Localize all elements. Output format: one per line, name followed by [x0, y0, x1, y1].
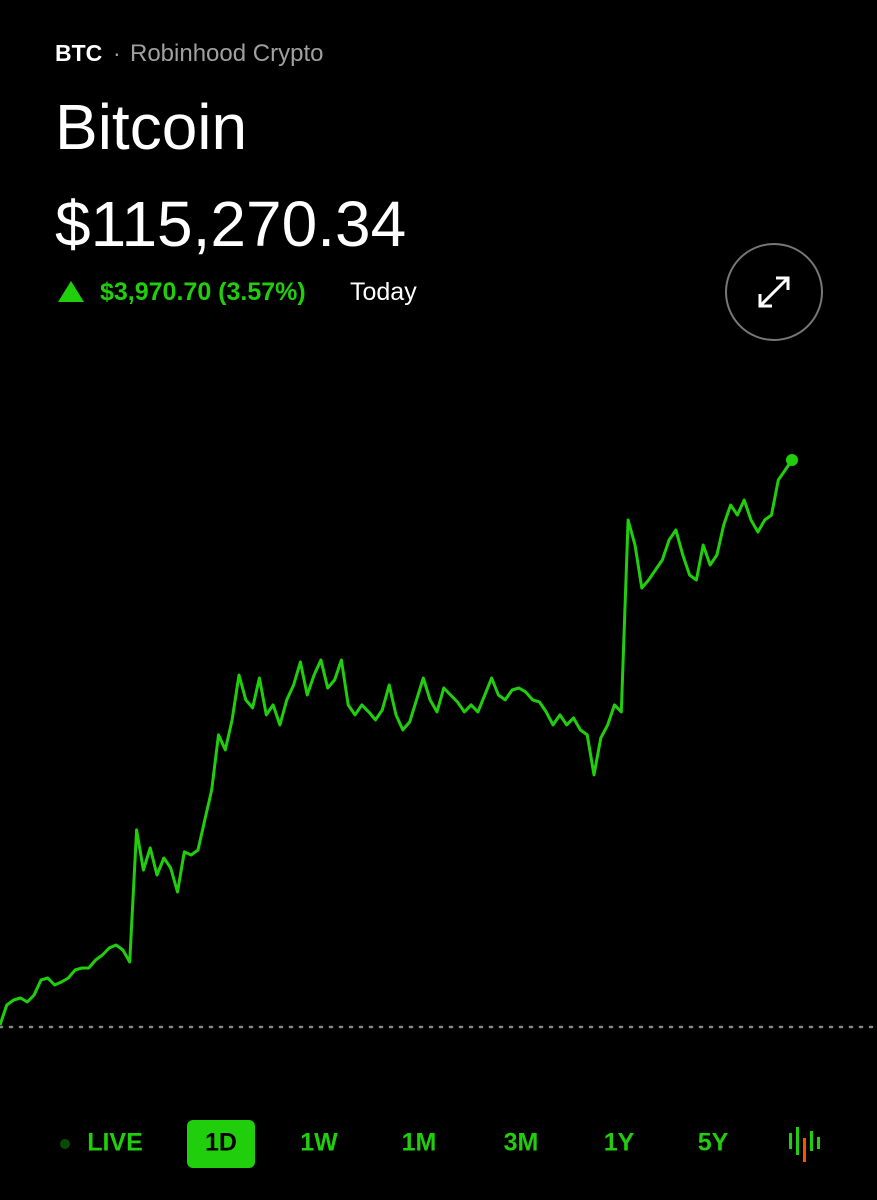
price: $115,270.34 [55, 188, 407, 260]
range-highlight [187, 1120, 255, 1168]
range-button[interactable]: 1D [205, 1129, 237, 1157]
change: $3,970.70 (3.57%) [100, 278, 306, 306]
price-line [0, 459, 794, 1026]
ticker: BTC [55, 40, 103, 66]
range-button[interactable]: 5Y [698, 1129, 729, 1157]
range-button[interactable]: 1Y [604, 1129, 635, 1157]
period: Today [350, 278, 417, 306]
last-point [786, 453, 798, 466]
range-button[interactable]: 1M [402, 1129, 437, 1157]
range-button[interactable]: 1W [300, 1129, 338, 1157]
separator: · [113, 40, 121, 66]
range-button[interactable]: LIVE [87, 1129, 143, 1157]
asset-name: Bitcoin [55, 91, 248, 163]
range-button[interactable]: 3M [504, 1129, 539, 1157]
live-dot [60, 1139, 70, 1149]
chart-style-icon[interactable] [789, 1127, 820, 1162]
source: Robinhood Crypto [130, 40, 324, 67]
expand-button[interactable] [725, 243, 823, 341]
up-arrow [58, 281, 84, 302]
